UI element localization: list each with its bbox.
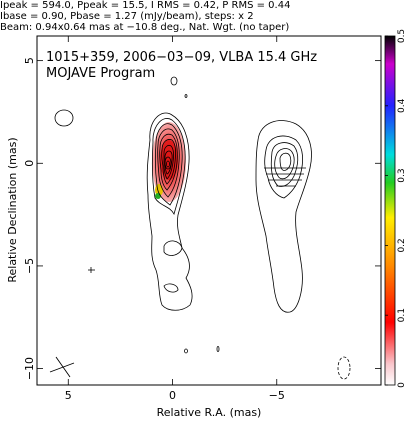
y-tick-label: −5 <box>23 258 36 274</box>
x-tick-label: 5 <box>65 389 72 402</box>
header-ipeak-line: Ipeak = 594.0, Ppeak = 15.5, I RMS = 0.4… <box>0 0 291 11</box>
x-axis-label: Relative R.A. (mas) <box>157 406 262 419</box>
left-source-contours <box>146 112 193 311</box>
right-source-contours <box>255 120 312 313</box>
colorbar-tick-label: 0.4 <box>397 98 407 113</box>
y-axis-ticks: 5 0 −5 −10 <box>23 57 381 380</box>
colorbar-tick-label: 0.1 <box>397 308 407 322</box>
y-tick-label: 0 <box>23 160 36 167</box>
header-beam-line: Beam: 0.94x0.64 mas at −10.8 deg., Nat. … <box>0 22 290 33</box>
plot-title-source: 1015+359, 2006−03−09, VLBA 15.4 GHz <box>46 50 317 65</box>
x-tick-label: −5 <box>269 389 285 402</box>
noise-contours <box>54 76 351 380</box>
x-axis-ticks: 5 0 −5 <box>65 36 285 402</box>
negative-contour-dashed <box>337 356 351 380</box>
colorbar-ticks: 0.5 0.4 0.3 0.2 0.1 0 <box>385 29 407 388</box>
colorbar-tick-label: 0.5 <box>397 29 407 43</box>
map-area <box>49 76 351 380</box>
x-tick-label: 0 <box>169 389 176 402</box>
beam-ellipse-icon <box>49 356 75 378</box>
y-tick-label: 5 <box>23 57 36 64</box>
plot-frame <box>36 35 382 386</box>
colorbar-tick-label: 0.2 <box>397 238 407 252</box>
header-ibase-line: Ibase = 0.90, Pbase = 1.27 (mJy/beam), s… <box>0 11 254 22</box>
plot-title-program: MOJAVE Program <box>46 66 155 81</box>
colorbar-tick-label: 0 <box>397 382 407 388</box>
y-axis-label: Relative Declination (mas) <box>6 137 19 282</box>
colorbar <box>384 35 396 386</box>
colorbar-tick-label: 0.3 <box>397 168 407 182</box>
y-tick-label: −10 <box>23 357 36 380</box>
